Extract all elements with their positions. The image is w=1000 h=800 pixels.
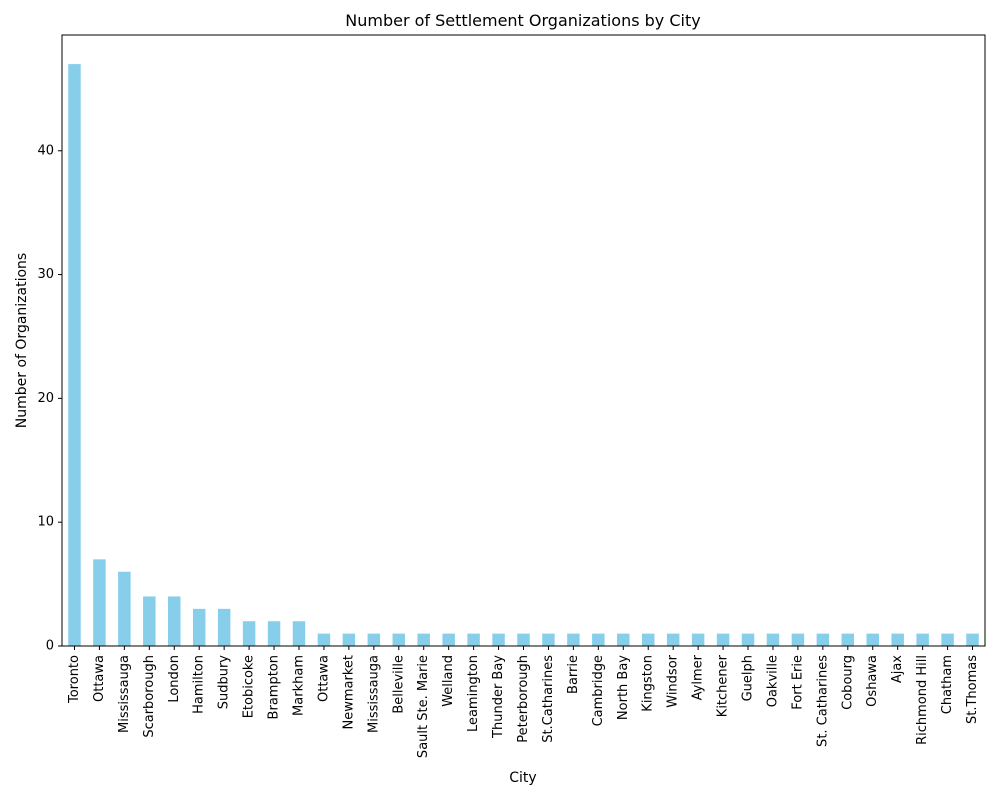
bar xyxy=(866,633,879,646)
x-tick-label: Richmond Hill xyxy=(915,655,930,745)
x-tick-label: Mississauga xyxy=(366,655,381,733)
bar xyxy=(292,621,306,646)
x-tick-label: North Bay xyxy=(616,655,631,720)
x-tick-label: Hamilton xyxy=(192,655,207,714)
bar xyxy=(217,608,231,646)
bar xyxy=(492,633,505,646)
y-axis: 0 10 20 30 40 xyxy=(37,143,62,654)
x-tick-label: Cobourg xyxy=(840,655,855,710)
bar xyxy=(192,608,206,646)
x-tick-label: Oakville xyxy=(765,655,780,707)
x-tick-label: Cambridge xyxy=(591,655,606,726)
plot-frame xyxy=(61,34,986,647)
x-tick-label: Ajax xyxy=(890,655,905,683)
bar xyxy=(766,633,780,646)
x-tick-label: Belleville xyxy=(391,655,406,714)
bar xyxy=(542,633,555,646)
bar xyxy=(716,633,730,646)
bar xyxy=(118,571,131,646)
x-tick-label: Ottawa xyxy=(316,655,331,702)
x-tick-label: Newmarket xyxy=(341,655,356,730)
x-tick-label: Chatham xyxy=(940,655,955,714)
x-tick-label: Leamington xyxy=(466,655,481,732)
x-tick-label: Mississauga xyxy=(117,655,132,733)
y-tick-label: 20 xyxy=(37,391,54,406)
x-tick-label: St.Catharines xyxy=(541,655,556,743)
bar xyxy=(442,633,455,646)
y-tick-label: 40 xyxy=(37,143,54,158)
x-tick-label: Peterborough xyxy=(516,655,531,743)
bar xyxy=(168,596,181,646)
x-tick-label: Sault Ste. Marie xyxy=(416,655,431,758)
x-tick-label: Welland xyxy=(441,655,456,707)
bar xyxy=(666,633,680,646)
bar xyxy=(691,633,705,646)
bar xyxy=(267,621,281,646)
x-tick-label: Barrie xyxy=(566,655,581,694)
x-tick-label: St.Thomas xyxy=(965,655,980,724)
bar xyxy=(242,621,256,646)
x-tick-label: Brampton xyxy=(267,655,282,719)
bar xyxy=(617,633,630,646)
bar xyxy=(891,633,904,646)
x-tick-label: Oshawa xyxy=(865,655,880,707)
bars-group xyxy=(68,64,979,647)
bar xyxy=(68,64,81,647)
x-tick-label: Etobicoke xyxy=(242,655,257,718)
x-tick-label: London xyxy=(167,655,182,703)
bar xyxy=(841,633,855,646)
bar xyxy=(741,633,755,646)
y-tick-label: 0 xyxy=(46,639,54,654)
bar xyxy=(392,633,406,646)
bar xyxy=(417,633,430,646)
x-tick-label: Fort Erie xyxy=(790,655,805,710)
y-tick-label: 30 xyxy=(37,267,54,282)
chart-title: Number of Settlement Organizations by Ci… xyxy=(345,11,700,30)
bar xyxy=(317,633,331,646)
bar xyxy=(143,596,156,646)
x-tick-label: Windsor xyxy=(666,654,681,707)
y-tick-label: 10 xyxy=(37,515,54,530)
bar xyxy=(791,633,805,646)
x-tick-label: Scarborough xyxy=(142,655,157,738)
x-axis: Toronto Ottawa Mississauga Scarborough Londo… xyxy=(67,646,980,758)
bar xyxy=(641,633,655,646)
bar xyxy=(916,633,929,646)
bar xyxy=(93,559,106,646)
bar xyxy=(467,633,480,646)
x-tick-label: Guelph xyxy=(741,655,756,701)
bar xyxy=(941,633,954,646)
x-tick-label: Thunder Bay xyxy=(491,655,506,739)
bar xyxy=(342,633,356,646)
bar xyxy=(966,633,979,646)
x-tick-label: Toronto xyxy=(67,655,82,704)
x-tick-label: Ottawa xyxy=(92,655,107,702)
bar xyxy=(517,633,530,646)
x-tick-label: Markham xyxy=(291,655,306,716)
bar xyxy=(367,633,381,646)
x-tick-label: St. Catharines xyxy=(815,655,830,747)
y-axis-label: Number of Organizations xyxy=(14,253,30,428)
x-tick-label: Aylmer xyxy=(691,654,706,700)
x-tick-label: Kitchener xyxy=(716,654,731,717)
bar xyxy=(567,633,580,646)
x-tick-label: Sudbury xyxy=(217,655,232,710)
x-tick-label: Kingston xyxy=(641,655,656,712)
bar xyxy=(592,633,605,646)
bar xyxy=(816,633,830,646)
x-axis-label: City xyxy=(509,770,536,786)
